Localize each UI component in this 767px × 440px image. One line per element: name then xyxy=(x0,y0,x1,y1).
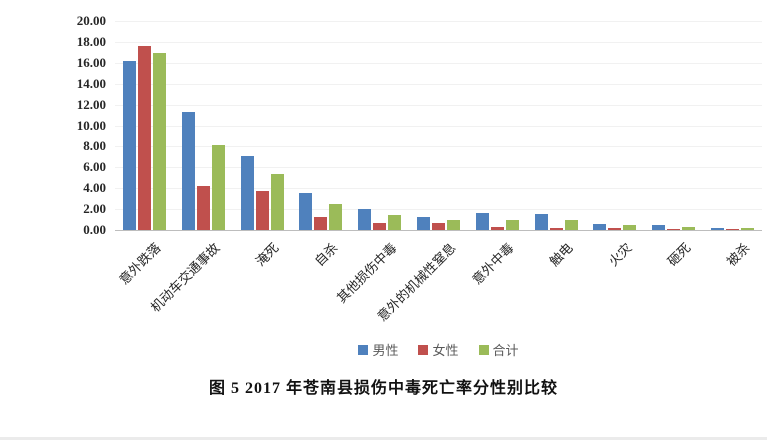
bar-male xyxy=(240,156,254,230)
gridline xyxy=(115,83,762,85)
x-tick-label: 自杀 xyxy=(311,240,341,270)
bar-group xyxy=(703,21,762,230)
x-tick-label: 意外中毒 xyxy=(469,240,517,288)
y-tick-label: 6.00 xyxy=(83,159,106,175)
x-tick-label: 其他损伤中毒 xyxy=(333,240,400,306)
gridline xyxy=(115,41,762,43)
x-tick-label: 砸死 xyxy=(664,240,694,270)
bar-male xyxy=(181,112,195,230)
bar-female xyxy=(373,223,387,230)
legend-swatch-total xyxy=(478,344,489,355)
bar-group xyxy=(468,21,527,230)
bar-total xyxy=(741,228,755,230)
bar-group xyxy=(291,21,350,230)
bar-total xyxy=(211,145,225,230)
bar-male xyxy=(299,193,313,230)
gridline xyxy=(115,62,762,64)
bar-group xyxy=(527,21,586,230)
bar-group xyxy=(115,21,174,230)
gridline xyxy=(115,125,762,127)
y-tick-label: 16.00 xyxy=(76,54,106,70)
bar-total xyxy=(564,220,578,230)
bar-female xyxy=(255,191,269,230)
y-tick-label: 12.00 xyxy=(76,96,106,112)
bar-group xyxy=(350,21,409,230)
legend-item-male: 男性 xyxy=(358,340,398,359)
bar-male xyxy=(652,225,666,230)
y-tick-label: 2.00 xyxy=(83,201,106,217)
bar-male xyxy=(475,213,489,230)
bar-group xyxy=(233,21,292,230)
bar-total xyxy=(505,220,519,230)
gridline xyxy=(115,209,762,211)
figure-caption: 图 5 2017 年苍南县损伤中毒死亡率分性别比较 xyxy=(208,380,558,397)
bar-female xyxy=(608,228,622,230)
gridline xyxy=(115,167,762,169)
bar-group xyxy=(409,21,468,230)
bar-male xyxy=(593,224,607,230)
bar-female xyxy=(314,217,328,230)
bar-total xyxy=(388,215,402,230)
bar-female xyxy=(490,227,504,230)
gridline xyxy=(115,21,762,22)
page-bottom-divider xyxy=(0,437,767,440)
x-tick-label: 触电 xyxy=(546,240,576,270)
bar-female xyxy=(431,223,445,230)
x-tick-label: 被杀 xyxy=(723,240,753,270)
x-tick-label: 火灾 xyxy=(605,240,635,270)
x-tick-label: 淹死 xyxy=(252,240,282,270)
legend-swatch-female xyxy=(418,344,429,355)
legend-label: 合计 xyxy=(492,343,519,358)
legend-item-total: 合计 xyxy=(478,340,519,359)
legend: 男性 女性 合计 xyxy=(115,340,762,359)
bar-group xyxy=(644,21,703,230)
legend-item-female: 女性 xyxy=(418,340,459,359)
bar-female xyxy=(726,229,740,230)
bar-female xyxy=(667,229,681,230)
bar-male xyxy=(416,217,430,230)
bar-total xyxy=(329,204,343,230)
legend-swatch-male xyxy=(358,344,369,355)
bar-female xyxy=(137,46,151,230)
bar-total xyxy=(270,174,284,230)
bar-male xyxy=(122,61,136,230)
legend-label: 男性 xyxy=(372,343,399,358)
y-tick-label: 14.00 xyxy=(76,75,106,91)
y-tick-label: 4.00 xyxy=(83,180,106,196)
bar-total xyxy=(446,220,460,230)
bar-male xyxy=(534,214,548,230)
gridline xyxy=(115,146,762,148)
bar-group xyxy=(586,21,645,230)
gridline xyxy=(115,188,762,190)
y-tick-label: 20.00 xyxy=(76,13,106,28)
y-tick-label: 10.00 xyxy=(76,117,106,133)
y-tick-label: 0.00 xyxy=(83,222,106,237)
plot-area xyxy=(115,21,762,231)
bar-total xyxy=(623,225,637,230)
bar-female xyxy=(549,228,563,230)
y-tick-label: 18.00 xyxy=(76,33,106,49)
bar-total xyxy=(682,227,696,230)
x-tick-label: 意外跌落 xyxy=(116,240,165,288)
bar-male xyxy=(358,209,372,230)
bar-group xyxy=(174,21,233,230)
gridline xyxy=(115,104,762,106)
bar-total xyxy=(152,53,166,230)
bar-female xyxy=(196,186,210,230)
bar-male xyxy=(711,228,725,230)
y-tick-label: 8.00 xyxy=(83,138,106,154)
bar-groups xyxy=(115,21,762,230)
legend-label: 女性 xyxy=(432,343,459,358)
